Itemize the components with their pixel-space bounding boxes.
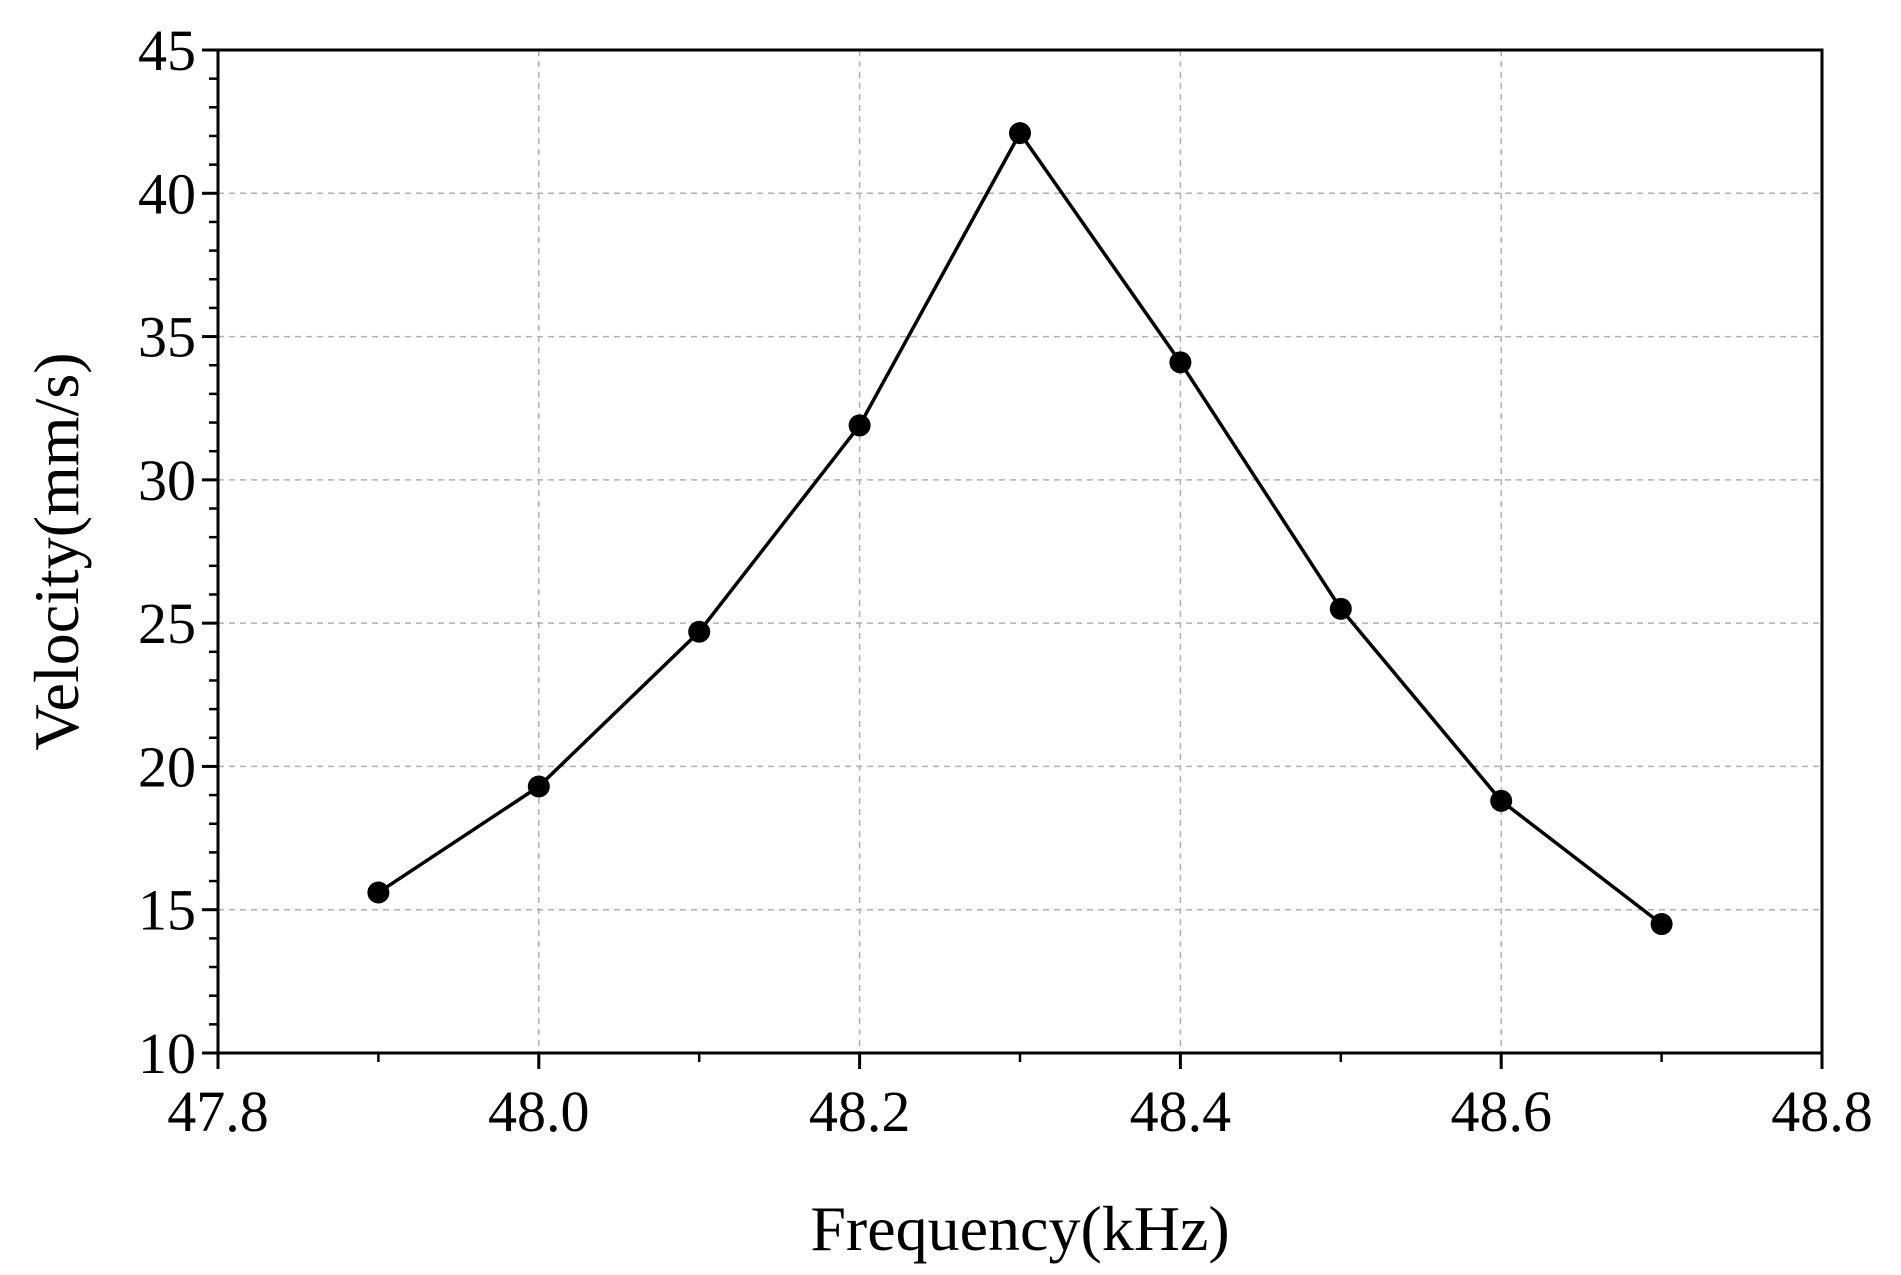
data-point	[1009, 122, 1031, 145]
x-tick-labels: 47.8 48.0 48.2 48.4 48.6 48.8	[167, 1079, 1873, 1144]
y-tick-label: 45	[138, 18, 196, 83]
data-point	[1329, 597, 1352, 620]
grid	[218, 50, 1822, 1053]
data-point	[848, 414, 871, 437]
data-point	[1169, 351, 1192, 374]
y-tick-label: 20	[138, 734, 196, 799]
x-tick-label: 48.6	[1450, 1079, 1552, 1144]
x-tick-label: 47.8	[167, 1079, 269, 1144]
x-tick-label: 48.2	[809, 1079, 911, 1144]
data-point	[527, 775, 550, 798]
y-tick-label: 40	[138, 161, 196, 226]
data-point	[1490, 789, 1513, 812]
y-tick-label: 30	[138, 448, 196, 513]
y-axis-title: Velocity(mm/s)	[21, 352, 92, 750]
series-layer	[367, 122, 1673, 936]
y-tick-label: 15	[138, 878, 196, 943]
plot-frame	[216, 48, 1824, 1055]
x-tick-label: 48.4	[1130, 1079, 1232, 1144]
x-tick-label: 48.8	[1771, 1079, 1873, 1144]
series-line	[377, 131, 1663, 926]
x-axis-title: Frequency(kHz)	[810, 1193, 1229, 1264]
axis-ticks	[202, 48, 1824, 1069]
data-point	[688, 620, 711, 643]
x-tick-label: 48.0	[488, 1079, 590, 1144]
y-tick-label: 10	[138, 1021, 196, 1086]
y-tick-labels: 10 15 20 25 30 35 40 45	[138, 18, 196, 1086]
data-point	[1650, 913, 1673, 936]
y-tick-label: 25	[138, 591, 196, 656]
y-tick-label: 35	[138, 305, 196, 370]
data-point	[367, 881, 390, 904]
